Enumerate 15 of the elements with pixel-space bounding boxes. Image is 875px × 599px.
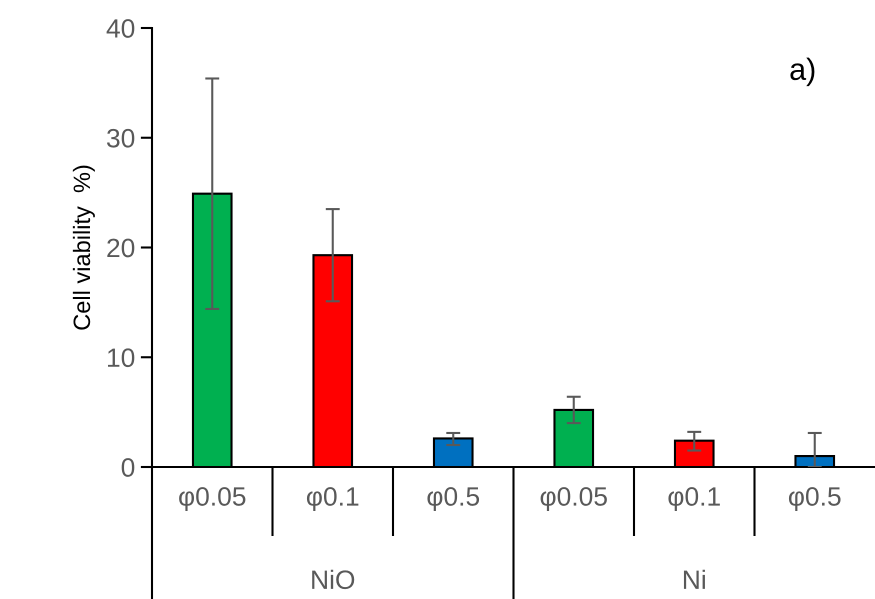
x-tick-label: φ0.1 — [306, 487, 358, 512]
x-tick-label: φ0.5 — [427, 487, 480, 512]
x-tick-label: φ0.05 — [540, 487, 607, 512]
text: NiO — [312, 570, 354, 590]
y-tick-label: 10 — [108, 348, 134, 368]
x-tick-label: φ0.5 — [788, 487, 841, 512]
y-tick-label: 30 — [106, 128, 134, 148]
y-axis-title: Cell viability %) — [72, 166, 95, 330]
text: Ni — [684, 570, 705, 589]
y-tick-label: 40 — [106, 19, 134, 38]
y-tick-label: 0 — [122, 458, 134, 477]
x-tick-label: φ0.05 — [179, 487, 246, 512]
annotation: a) — [790, 58, 814, 86]
x-tick-label: φ0.1 — [668, 487, 720, 512]
y-tick-label: 20 — [107, 238, 134, 258]
